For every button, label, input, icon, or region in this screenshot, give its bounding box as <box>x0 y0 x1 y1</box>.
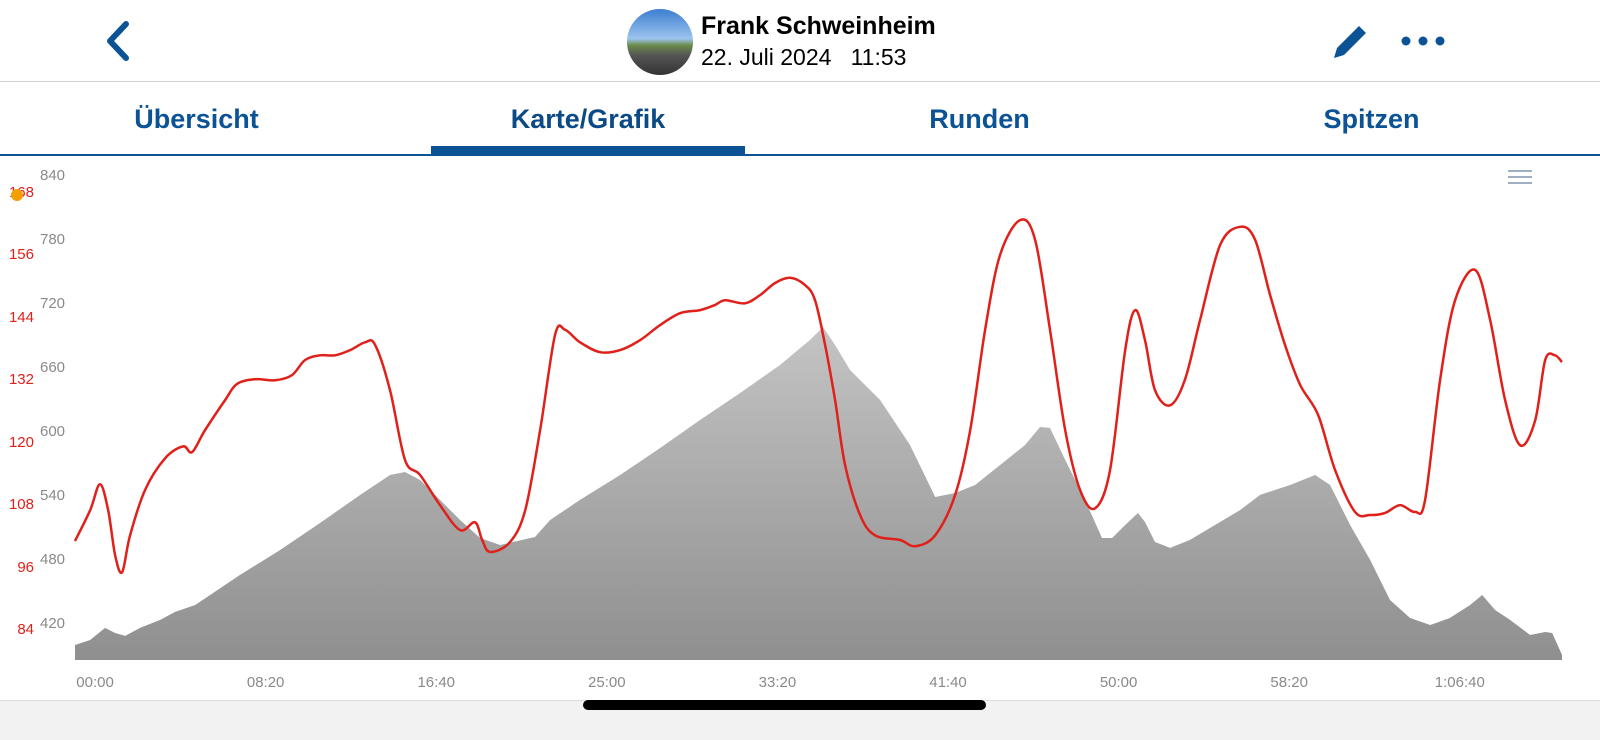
elevation-axis-tick-label: 840 <box>40 167 66 184</box>
elevation-axis-tick-label: 720 <box>40 295 66 312</box>
pencil-icon[interactable] <box>1328 20 1372 64</box>
hr-axis-tick-label: 96 <box>17 558 34 576</box>
tab-laps[interactable]: Runden <box>929 104 1030 134</box>
elevation-axis-tick-label: 540 <box>40 487 66 504</box>
hr-axis-tick-label: 108 <box>8 496 34 514</box>
time-axis-tick-label: 00:00 <box>76 674 114 691</box>
athlete-name: Frank Schweinheim <box>701 12 936 40</box>
activity-chart[interactable] <box>0 0 1600 700</box>
tab-peaks[interactable]: Spitzen <box>1323 104 1420 134</box>
tab-bar: Übersicht Karte/Grafik Runden Spitzen <box>0 82 1600 156</box>
heart-rate-line <box>73 218 1563 575</box>
tab-map-graph[interactable]: Karte/Grafik <box>431 82 745 154</box>
time-axis-tick-label: 16:40 <box>417 674 456 691</box>
top-bar: Frank Schweinheim 22. Juli 2024 11:53 <box>0 0 1600 82</box>
elevation-area <box>75 327 1562 660</box>
time-axis-tick-label: 58:20 <box>1270 674 1308 691</box>
tab-overview[interactable]: Übersicht <box>134 104 259 134</box>
hr-axis-tick-label: 120 <box>8 433 34 451</box>
elevation-axis-tick-label: 600 <box>40 423 66 440</box>
avatar[interactable] <box>627 9 693 75</box>
time-axis-tick-label: 08:20 <box>246 674 285 691</box>
chart-menu-icon[interactable] <box>1508 166 1532 186</box>
hr-marker-dot <box>11 189 23 201</box>
hr-axis-tick-label: 84 <box>17 621 34 638</box>
more-options-icon[interactable] <box>1398 26 1448 56</box>
activity-datetime: 22. Juli 2024 11:53 <box>701 44 907 70</box>
time-axis-tick-label: 41:40 <box>929 674 967 691</box>
time-axis-tick-label: 25:00 <box>588 674 626 691</box>
hr-axis-tick-label: 156 <box>8 246 34 264</box>
elevation-axis-tick-label: 480 <box>40 551 66 568</box>
home-indicator[interactable] <box>583 700 986 710</box>
elevation-axis-tick-label: 660 <box>40 359 66 376</box>
time-axis-tick-label: 1:06:40 <box>1434 674 1485 691</box>
hr-axis-tick-label: 132 <box>8 371 34 389</box>
back-chevron-icon[interactable] <box>100 16 140 66</box>
elevation-axis-tick-label: 420 <box>40 615 66 632</box>
hr-axis-tick-label: 144 <box>8 308 34 326</box>
elevation-axis-tick-label: 780 <box>40 231 66 248</box>
time-axis-tick-label: 33:20 <box>758 674 797 691</box>
time-axis-tick-label: 50:00 <box>1099 674 1138 691</box>
